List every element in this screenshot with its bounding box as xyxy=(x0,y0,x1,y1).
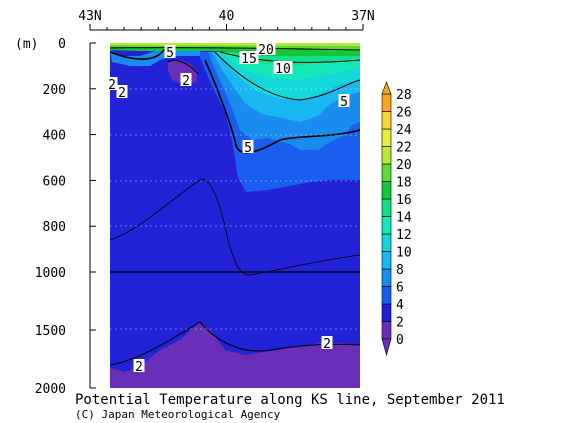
top-tick-label: 37N xyxy=(351,9,374,24)
depth-tick-label: 400 xyxy=(43,129,66,144)
depth-unit-label: (m) xyxy=(15,37,38,52)
contour-label-bg xyxy=(321,336,333,349)
colorbar-label: 24 xyxy=(396,123,412,138)
colorbar-label: 20 xyxy=(396,158,412,173)
contour-label-bg xyxy=(273,61,293,74)
colorbar-label: 8 xyxy=(396,263,404,278)
depth-tick-label: 600 xyxy=(43,174,66,189)
top-axis: 43N 40 37N xyxy=(78,9,375,31)
contour-2-mid xyxy=(167,60,199,75)
colorbar-swatch xyxy=(381,111,392,130)
colorbar-swatch xyxy=(381,321,392,340)
colorbar-swatch xyxy=(381,251,392,270)
colorbar-label: 0 xyxy=(396,333,404,348)
credit-text: (C) Japan Meteorological Agency xyxy=(75,408,281,421)
contour-label: 20 xyxy=(258,43,274,58)
contour-label-bg xyxy=(242,140,254,153)
colorbar-swatch xyxy=(381,198,392,217)
colorbar-bottom-arrow xyxy=(381,338,392,357)
colorbar-swatch xyxy=(381,181,392,200)
contour-3 xyxy=(110,179,360,276)
contour-label: 2 xyxy=(135,360,143,375)
contour-label: 10 xyxy=(275,62,291,77)
depth-gridlines xyxy=(110,88,360,330)
contour-label: 2 xyxy=(323,337,331,352)
colorbar-swatch xyxy=(381,216,392,235)
colorbar-label: 2 xyxy=(396,316,404,331)
colorbar-label: 14 xyxy=(396,211,412,226)
contour-label: 2 xyxy=(182,74,190,89)
colorbar-top-arrow xyxy=(381,81,392,95)
colorbar-label: 10 xyxy=(396,246,412,261)
contour-label: 15 xyxy=(241,52,257,67)
contour-2-deep xyxy=(110,321,360,366)
colorbar-label: 6 xyxy=(396,281,404,296)
band-north-upper xyxy=(110,50,200,66)
colorbar-swatch xyxy=(381,286,392,305)
colorbar-swatch xyxy=(381,303,392,322)
contour-20 xyxy=(110,47,360,51)
colorbar-swatch xyxy=(381,163,392,182)
left-axis: (m) 0 200 400 600 800 1000 1500 2000 xyxy=(15,37,96,397)
depth-tick-label: 1500 xyxy=(35,324,66,339)
depth-tick-label: 1000 xyxy=(35,266,66,281)
contour-label: 5 xyxy=(340,95,348,110)
contour-label-bg xyxy=(239,51,259,64)
colorbar-swatch xyxy=(381,128,392,147)
contour-label-bg xyxy=(164,45,176,58)
contour-label: 5 xyxy=(244,141,252,156)
depth-tick-label: 2000 xyxy=(35,382,66,397)
contour-label: 5 xyxy=(166,46,174,61)
contour-label: 2 xyxy=(108,78,116,93)
colorbar-swatch xyxy=(381,93,392,112)
band-0-2-bottom xyxy=(110,322,360,388)
depth-tick-label: 0 xyxy=(58,37,66,52)
depth-tick-label: 200 xyxy=(43,83,66,98)
contour-label: 2 xyxy=(118,86,126,101)
colorbar-label: 4 xyxy=(396,298,404,313)
top-tick-label: 40 xyxy=(219,9,235,24)
colorbar-label: 18 xyxy=(396,176,412,191)
top-tick-label: 43N xyxy=(78,9,101,24)
contour-label-bg xyxy=(133,359,145,372)
contour-10 xyxy=(214,51,360,101)
contour-label-bg xyxy=(116,85,128,98)
colorbar-label: 12 xyxy=(396,228,412,243)
colorbar-swatch xyxy=(381,268,392,287)
colorbar-label: 16 xyxy=(396,193,412,208)
colorbar-swatch xyxy=(381,233,392,252)
contour-label-bg xyxy=(180,73,192,86)
depth-tick-label: 800 xyxy=(43,220,66,235)
colorbar-label: 28 xyxy=(396,88,412,103)
contour-label-bg xyxy=(106,77,118,90)
colorbar-label: 22 xyxy=(396,141,412,156)
contour-label-bg xyxy=(338,94,350,107)
colorbar-label: 26 xyxy=(396,106,412,121)
colorbar-swatch xyxy=(381,146,392,165)
chart-title: Potential Temperature along KS line, Sep… xyxy=(75,392,505,408)
contour-label-bg xyxy=(256,42,276,55)
plot-area xyxy=(110,43,360,388)
